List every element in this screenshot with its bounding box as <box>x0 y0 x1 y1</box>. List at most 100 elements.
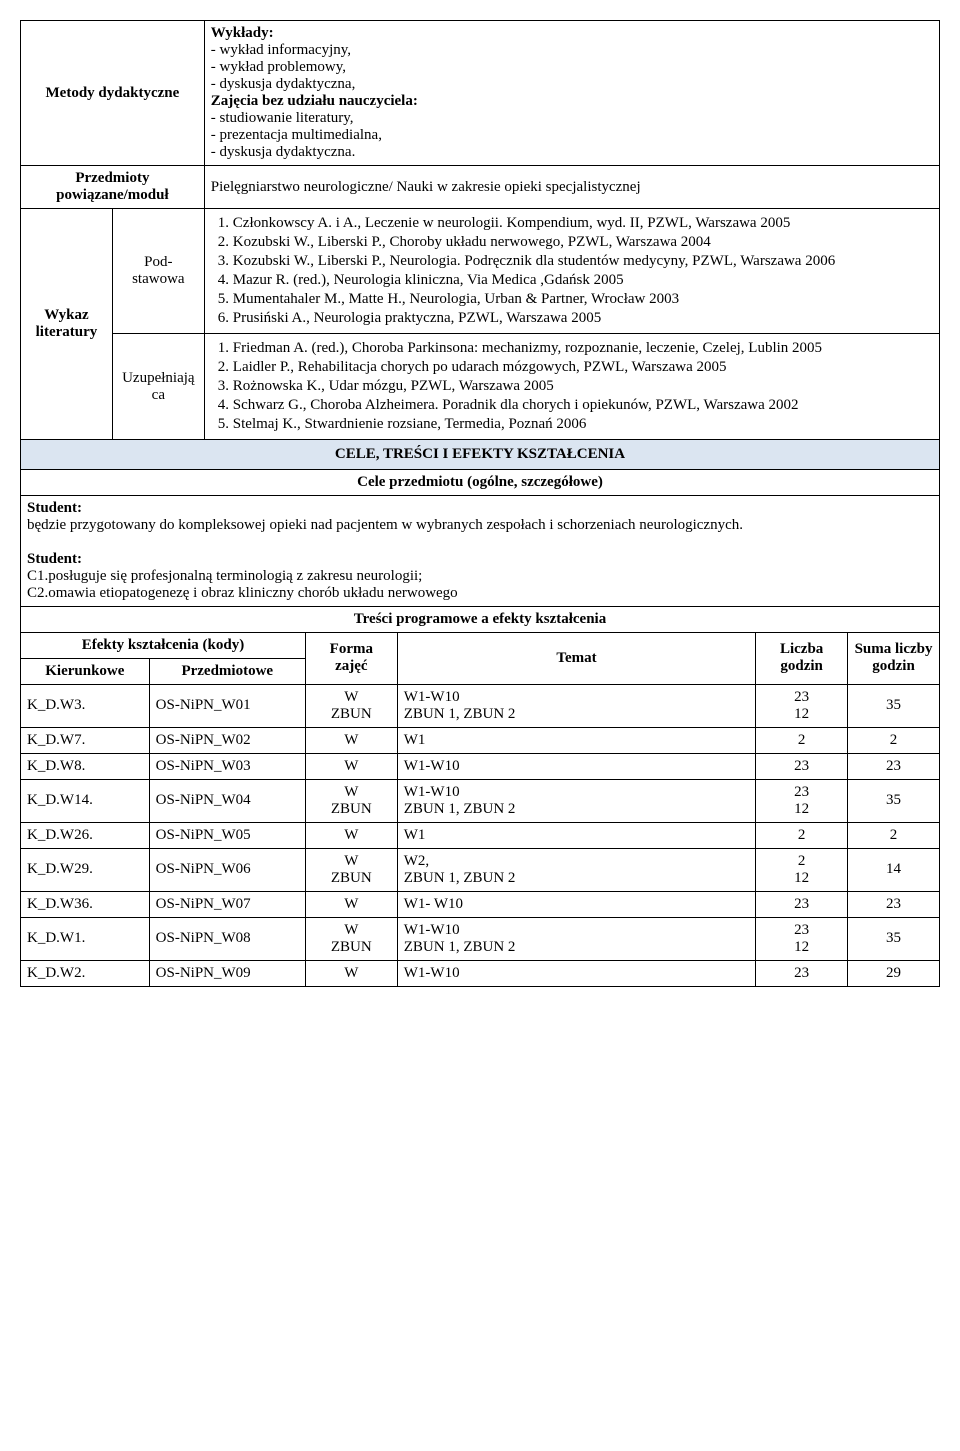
methods-heading: Wykłady: <box>211 25 274 41</box>
cell-suma: 14 <box>848 848 940 891</box>
table-row: K_D.W7.OS-NiPN_W02WW122 <box>21 727 940 753</box>
cell-forma: W <box>305 822 397 848</box>
lit-basic-label: Pod-stawowa <box>112 209 204 334</box>
row-related: Przedmioty powiązane/moduł Pielęgniarstw… <box>21 166 940 209</box>
cell-forma: WZBUN <box>305 917 397 960</box>
cell-suma: 35 <box>848 779 940 822</box>
cell-liczba: 2 <box>756 822 848 848</box>
hdr-forma: Forma zajęć <box>305 632 397 684</box>
lit-supp-list: Friedman A. (red.), Choroba Parkinsona: … <box>211 340 933 433</box>
table-row: K_D.W3.OS-NiPN_W01WZBUNW1-W10ZBUN 1, ZBU… <box>21 684 940 727</box>
lit-basic-item: Mumentahaler M., Matte H., Neurologia, U… <box>233 291 933 308</box>
cell-suma: 2 <box>848 822 940 848</box>
row-section-header: CELE, TREŚCI I EFEKTY KSZTAŁCENIA <box>21 440 940 470</box>
hdr-suma: Suma liczby godzin <box>848 632 940 684</box>
cell-temat: W1-W10ZBUN 1, ZBUN 2 <box>397 779 755 822</box>
cell-kierunkowe: K_D.W1. <box>21 917 150 960</box>
goals-c2: C2.omawia etiopatogenezę i obraz klinicz… <box>27 585 458 601</box>
goals-content: Student: będzie przygotowany do kompleks… <box>21 496 940 607</box>
hdr-temat: Temat <box>397 632 755 684</box>
table-row: K_D.W8.OS-NiPN_W03WW1-W102323 <box>21 753 940 779</box>
lit-supp-item: Laidler P., Rehabilitacja chorych po uda… <box>233 359 933 376</box>
cell-przedmiotowe: OS-NiPN_W06 <box>149 848 305 891</box>
lit-basic-item: Członkowscy A. i A., Leczenie w neurolog… <box>233 215 933 232</box>
cell-przedmiotowe: OS-NiPN_W03 <box>149 753 305 779</box>
cell-liczba: 2 <box>756 727 848 753</box>
cell-suma: 35 <box>848 917 940 960</box>
table-row: K_D.W2.OS-NiPN_W09WW1-W102329 <box>21 960 940 986</box>
cell-suma: 29 <box>848 960 940 986</box>
lit-basic-list: Członkowscy A. i A., Leczenie w neurolog… <box>211 215 933 327</box>
methods-bold-line: Zajęcia bez udziału nauczyciela: <box>211 93 418 109</box>
cell-przedmiotowe: OS-NiPN_W04 <box>149 779 305 822</box>
cell-forma: WZBUN <box>305 779 397 822</box>
methods-content: Wykłady: - wykład informacyjny, - wykład… <box>204 21 939 166</box>
syllabus-table: Metody dydaktyczne Wykłady: - wykład inf… <box>20 20 940 607</box>
cell-liczba: 2312 <box>756 684 848 727</box>
cell-forma: W <box>305 727 397 753</box>
cell-liczba: 2312 <box>756 779 848 822</box>
cell-suma: 35 <box>848 684 940 727</box>
hdr-kierunkowe: Kierunkowe <box>21 658 150 684</box>
related-content: Pielęgniarstwo neurologiczne/ Nauki w za… <box>204 166 939 209</box>
goals-student1: Student: <box>27 500 82 516</box>
cell-temat: W1-W10 <box>397 960 755 986</box>
methods-line-2: - dyskusja dydaktyczna, <box>211 76 356 92</box>
table-row: K_D.W29.OS-NiPN_W06WZBUNW2,ZBUN 1, ZBUN … <box>21 848 940 891</box>
methods-line2-2: - dyskusja dydaktyczna. <box>211 144 356 160</box>
cell-przedmiotowe: OS-NiPN_W08 <box>149 917 305 960</box>
program-title: Treści programowe a efekty kształcenia <box>21 606 940 632</box>
cell-kierunkowe: K_D.W29. <box>21 848 150 891</box>
cell-temat: W1-W10ZBUN 1, ZBUN 2 <box>397 917 755 960</box>
cell-kierunkowe: K_D.W7. <box>21 727 150 753</box>
cell-forma: W <box>305 891 397 917</box>
cell-temat: W1 <box>397 727 755 753</box>
hdr-przedmiotowe: Przedmiotowe <box>149 658 305 684</box>
table-row: K_D.W26.OS-NiPN_W05WW122 <box>21 822 940 848</box>
lit-basic-item: Prusiński A., Neurologia praktyczna, PZW… <box>233 310 933 327</box>
row-goals: Student: będzie przygotowany do kompleks… <box>21 496 940 607</box>
lit-basic-item: Mazur R. (red.), Neurologia kliniczna, V… <box>233 272 933 289</box>
cell-suma: 23 <box>848 753 940 779</box>
cell-liczba: 212 <box>756 848 848 891</box>
cell-liczba: 23 <box>756 891 848 917</box>
lit-supp-item: Friedman A. (red.), Choroba Parkinsona: … <box>233 340 933 357</box>
row-goals-title: Cele przedmiotu (ogólne, szczegółowe) <box>21 470 940 496</box>
methods-line-0: - wykład informacyjny, <box>211 42 351 58</box>
table-row: K_D.W1.OS-NiPN_W08WZBUNW1-W10ZBUN 1, ZBU… <box>21 917 940 960</box>
program-header-row1: Efekty kształcenia (kody) Forma zajęć Te… <box>21 632 940 658</box>
cell-forma: WZBUN <box>305 848 397 891</box>
methods-label: Metody dydaktyczne <box>21 21 205 166</box>
lit-basic-content: Członkowscy A. i A., Leczenie w neurolog… <box>204 209 939 334</box>
cell-kierunkowe: K_D.W14. <box>21 779 150 822</box>
lit-supp-item: Stelmaj K., Stwardnienie rozsiane, Terme… <box>233 416 933 433</box>
lit-basic-item: Kozubski W., Liberski P., Neurologia. Po… <box>233 253 933 270</box>
methods-line2-0: - studiowanie literatury, <box>211 110 354 126</box>
hdr-liczba: Liczba godzin <box>756 632 848 684</box>
table-row: K_D.W14.OS-NiPN_W04WZBUNW1-W10ZBUN 1, ZB… <box>21 779 940 822</box>
cell-kierunkowe: K_D.W3. <box>21 684 150 727</box>
cell-przedmiotowe: OS-NiPN_W05 <box>149 822 305 848</box>
cell-temat: W1-W10 <box>397 753 755 779</box>
row-methods: Metody dydaktyczne Wykłady: - wykład inf… <box>21 21 940 166</box>
lit-supp-item: Rożnowska K., Udar mózgu, PZWL, Warszawa… <box>233 378 933 395</box>
cell-kierunkowe: K_D.W2. <box>21 960 150 986</box>
cell-przedmiotowe: OS-NiPN_W09 <box>149 960 305 986</box>
section-header: CELE, TREŚCI I EFEKTY KSZTAŁCENIA <box>21 440 940 470</box>
cell-temat: W1-W10ZBUN 1, ZBUN 2 <box>397 684 755 727</box>
cell-przedmiotowe: OS-NiPN_W07 <box>149 891 305 917</box>
goals-student2: Student: <box>27 551 82 567</box>
methods-line-1: - wykład problemowy, <box>211 59 346 75</box>
cell-liczba: 23 <box>756 753 848 779</box>
row-lit-basic: Wykaz literatury Pod-stawowa Członkowscy… <box>21 209 940 334</box>
lit-supp-content: Friedman A. (red.), Choroba Parkinsona: … <box>204 334 939 440</box>
cell-forma: WZBUN <box>305 684 397 727</box>
cell-kierunkowe: K_D.W26. <box>21 822 150 848</box>
cell-temat: W1 <box>397 822 755 848</box>
goals-c1: C1.posługuje się profesjonalną terminolo… <box>27 568 422 584</box>
hdr-effects: Efekty kształcenia (kody) <box>21 632 306 658</box>
lit-supp-item: Schwarz G., Choroba Alzheimera. Poradnik… <box>233 397 933 414</box>
cell-liczba: 2312 <box>756 917 848 960</box>
cell-przedmiotowe: OS-NiPN_W01 <box>149 684 305 727</box>
cell-temat: W2,ZBUN 1, ZBUN 2 <box>397 848 755 891</box>
